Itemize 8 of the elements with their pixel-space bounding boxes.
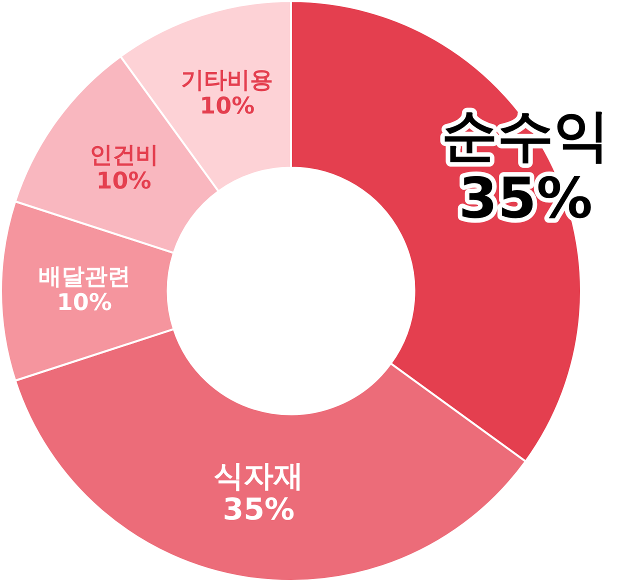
slice-label: 배달관련 [38, 264, 130, 290]
slice-label: 식자재 [214, 459, 304, 494]
data-label: 10% [96, 168, 152, 194]
data-label: 10% [56, 290, 112, 316]
data-label: 10% [200, 93, 255, 120]
data-label: 35% [222, 492, 295, 528]
slice-label: 기타비용 [181, 68, 274, 94]
slice-label: 인건비 [89, 142, 158, 169]
